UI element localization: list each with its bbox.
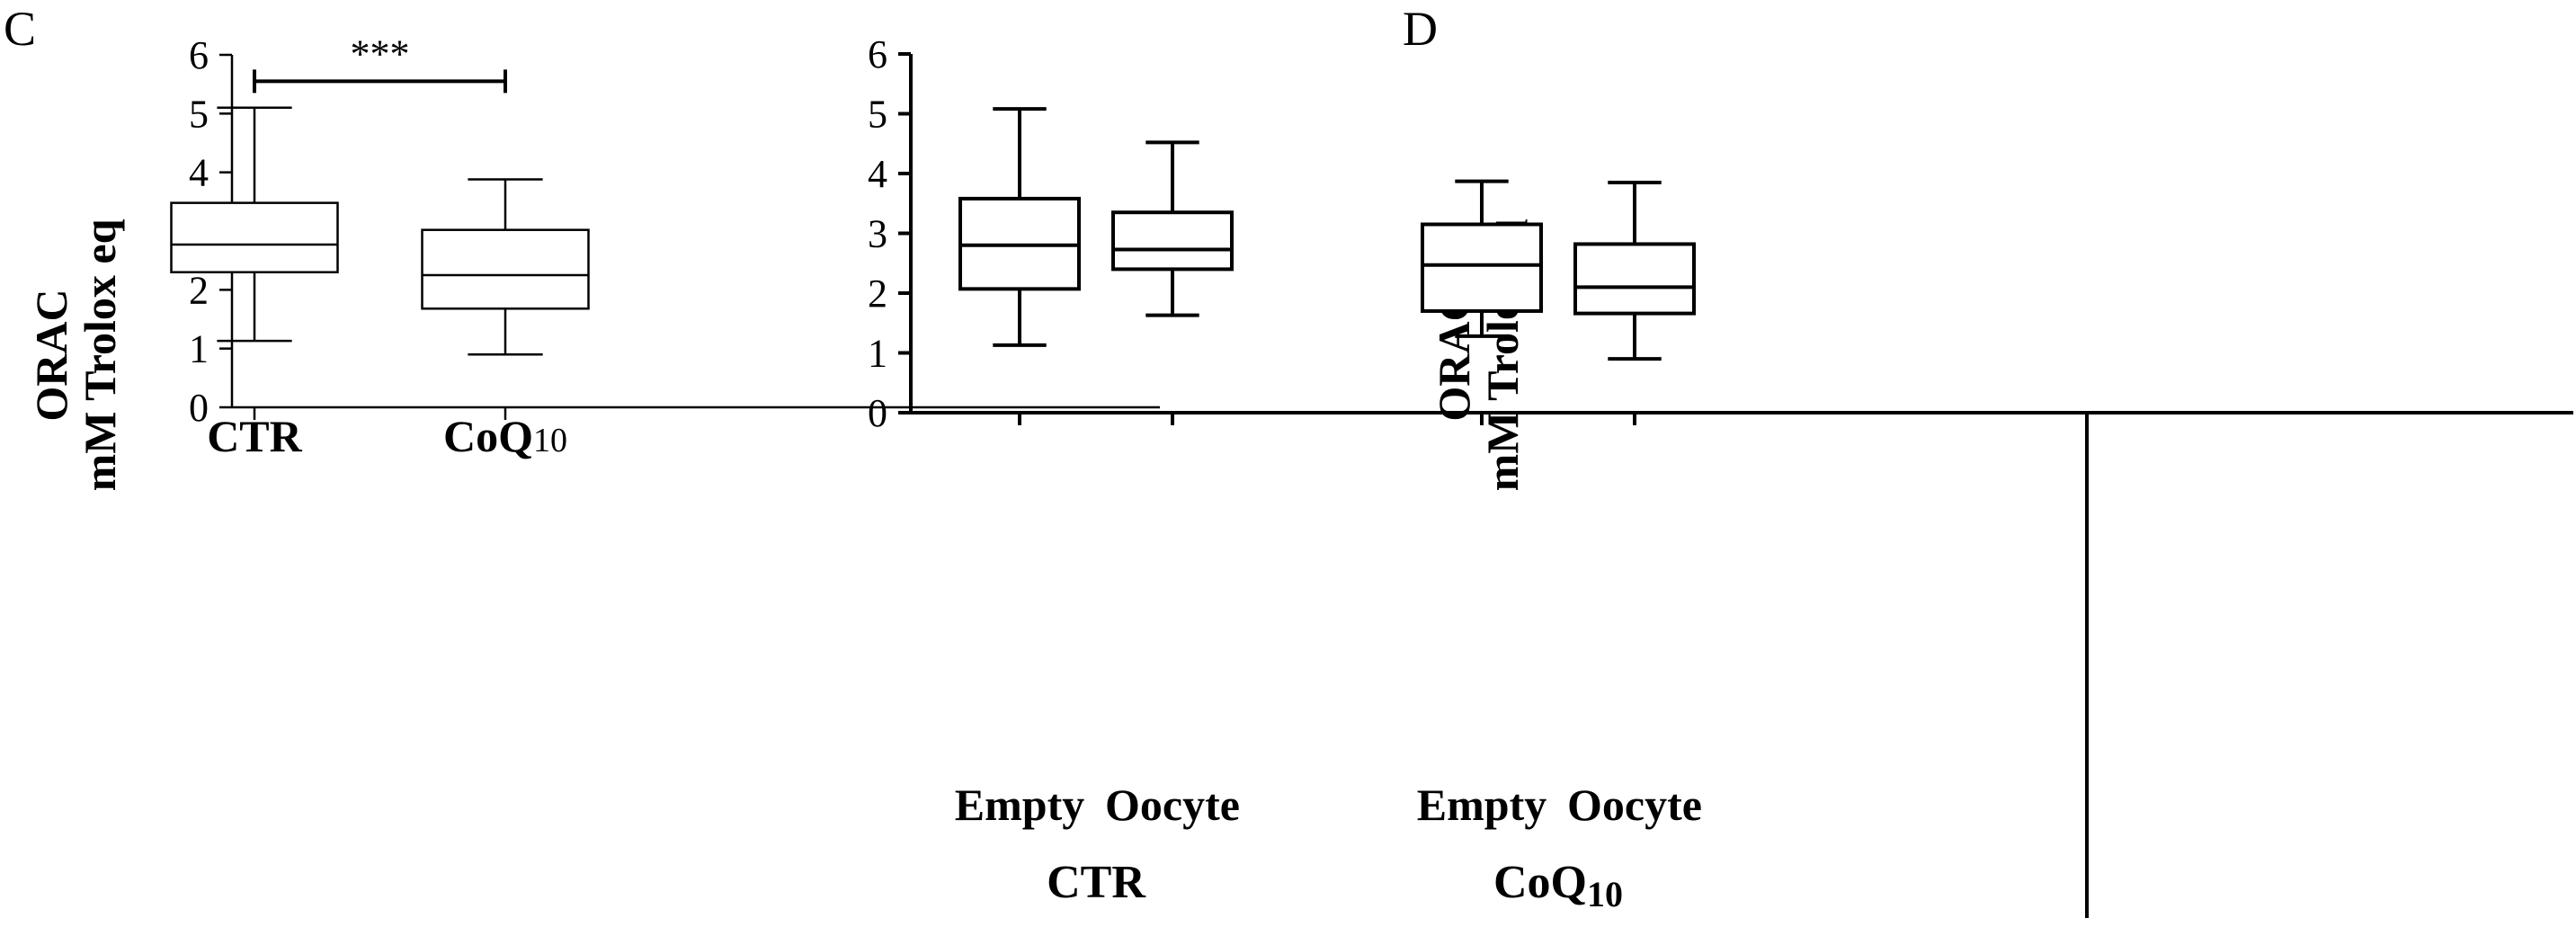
x-tick-label-main: Oocyte — [1567, 780, 1702, 830]
x-tick-label-d: Oocyte — [1567, 780, 1702, 830]
box-iqr — [1573, 242, 1696, 316]
x-labels-d: Empty Oocyte Empty Oocyte — [955, 780, 1702, 830]
y-tick-label-c: 6 — [189, 33, 209, 77]
boxes-d — [958, 107, 1696, 361]
x-tick-label-sub: 10 — [533, 422, 567, 459]
axes-c: 0 1 2 3 4 5 6 — [189, 33, 1160, 430]
y-tick-label-d: 1 — [868, 332, 887, 376]
box-d-0 — [958, 107, 1081, 347]
group-labels-d: CTR CoQ10 — [1047, 857, 1623, 914]
y-tick-label-d: 6 — [868, 32, 887, 76]
box-d-2 — [1421, 179, 1543, 338]
boxes-c — [170, 106, 590, 356]
y-tick-label-d: 5 — [868, 93, 887, 137]
group-label-coq10-main: CoQ — [1493, 857, 1587, 908]
y-tick-label-d: 3 — [868, 212, 887, 256]
box-iqr — [1421, 222, 1543, 313]
y-axis-label-c-line2: mM Trolox eq — [75, 218, 125, 491]
y-tick-label-c: 1 — [189, 327, 209, 371]
box-iqr — [421, 228, 590, 310]
x-tick-label-main: Oocyte — [1105, 780, 1240, 830]
box-iqr — [170, 201, 339, 273]
box-iqr — [1111, 210, 1234, 272]
y-tick-label-d: 4 — [868, 152, 887, 196]
box-d-3 — [1573, 180, 1696, 361]
y-axis-label-c-line1: ORAC — [26, 289, 76, 421]
significance-bracket: *** — [253, 31, 507, 94]
x-tick-label-c: CoQ10 — [443, 411, 567, 461]
box-d-1 — [1111, 140, 1234, 317]
x-tick-label-main: CTR — [207, 411, 302, 461]
x-tick-label-d: Oocyte — [1105, 780, 1240, 830]
group-label-coq10: CoQ10 — [1493, 857, 1623, 914]
x-tick-label-main: Empty — [1417, 780, 1546, 830]
box-c-1 — [421, 178, 590, 356]
significance-label: *** — [351, 31, 410, 76]
y-tick-label-c: 4 — [189, 151, 209, 195]
panel-letter-c: C — [4, 2, 36, 56]
axes-d: 0 1 2 3 4 5 6 — [868, 32, 2573, 918]
group-label-ctr: CTR — [1047, 857, 1146, 908]
y-tick-label-c: 0 — [189, 386, 209, 430]
y-tick-label-d: 2 — [868, 272, 887, 316]
group-label-coq10-sub: 10 — [1587, 874, 1623, 914]
box-c-0 — [170, 106, 339, 343]
y-tick-label-c: 2 — [189, 268, 209, 312]
x-tick-label-main: CoQ — [443, 411, 533, 461]
x-tick-label-main: Empty — [955, 780, 1084, 830]
y-tick-label-d: 0 — [868, 391, 887, 435]
x-tick-label-d: Empty — [955, 780, 1084, 830]
x-labels-c: CTR CoQ10 — [207, 411, 567, 461]
x-tick-label-c: CTR — [207, 411, 302, 461]
x-tick-label-d: Empty — [1417, 780, 1546, 830]
y-axis-label-c: ORAC mM Trolox eq — [26, 218, 125, 491]
panel-letter-d: D — [1403, 2, 1438, 56]
y-tick-label-c: 5 — [189, 92, 209, 136]
